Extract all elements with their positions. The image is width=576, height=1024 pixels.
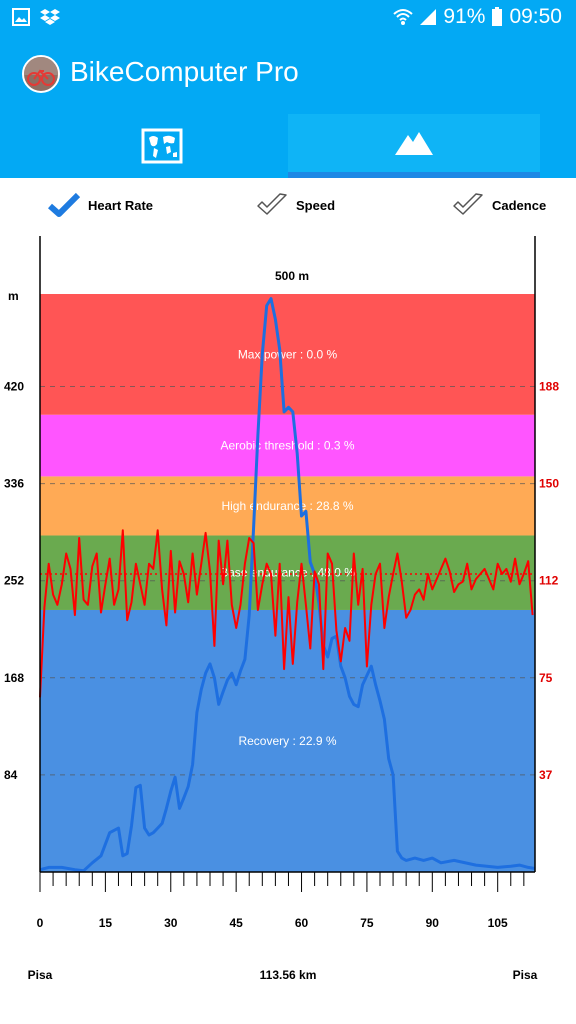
image-icon [12,8,30,26]
battery-percent: 91% [443,5,486,28]
toggle-cadence-label: Cadence [492,197,547,213]
dropbox-icon [40,9,60,25]
right-tick-label: 37 [539,768,553,782]
elevation-heart-rate-chart[interactable]: 420 188 336 150 252 112 168 75 84 37 Recovery : 22… [0,236,576,1024]
mountain-icon [395,132,433,155]
left-tick-label: 420 [4,379,24,393]
right-tick-label: 188 [539,379,559,393]
x-tick-label: 45 [229,916,243,930]
series-toggles: Heart Rate Speed Cadence [0,178,576,236]
x-tick-label: 105 [488,916,508,930]
x-tick-label: 15 [99,916,113,930]
map-icon [141,128,183,164]
zone-label: Max power : 0.0 % [238,347,338,361]
tab-bar [0,114,576,178]
zone-label: Base endurance : 48.0 % [220,566,355,580]
checkmark-unchecked-icon [453,193,483,215]
checkmark-checked-icon [48,192,80,217]
x-tick-label: 90 [426,916,440,930]
x-tick-label: 30 [164,916,178,930]
toggle-speed[interactable]: Speed [256,192,335,218]
status-bar: 91% 09:50 [0,0,576,34]
app-logo-icon [22,55,60,93]
zone-label: Recovery : 22.9 % [238,734,336,748]
footer-distance: 113.56 km [260,968,317,982]
app-bar: BikeComputer Pro [0,34,576,114]
left-tick-label: 168 [4,671,24,685]
heart-rate-line [39,529,534,698]
tab-elevation[interactable] [288,114,540,178]
left-axis-unit: m [8,289,19,303]
left-tick-label: 84 [4,768,18,782]
footer-start: Pisa [28,968,53,982]
right-tick-label: 75 [539,671,553,685]
toggle-heart-rate[interactable]: Heart Rate [48,192,153,218]
zone-band [40,294,535,415]
toggle-heart-rate-label: Heart Rate [88,197,154,213]
x-tick-label: 60 [295,916,309,930]
footer-end: Pisa [513,968,538,982]
toggle-cadence[interactable]: Cadence [452,192,546,218]
tab-map[interactable] [36,114,288,178]
zone-band [40,609,535,872]
zone-band [40,414,535,477]
right-tick-label: 112 [539,574,559,588]
checkmark-unchecked-icon [257,193,287,215]
left-tick-label: 336 [4,477,24,491]
left-tick-label: 252 [4,574,24,588]
right-tick-label: 150 [539,477,559,491]
chart-top-label: 500 m [275,269,309,283]
zone-label: Aerobic threshold : 0.3 % [220,439,354,453]
x-tick-label: 75 [360,916,374,930]
battery-icon [492,7,503,26]
app-title: BikeComputer Pro [70,56,299,87]
x-tick-label: 0 [37,916,44,930]
clock: 09:50 [509,5,562,28]
zone-band [40,476,535,536]
signal-icon [420,9,437,25]
elevation-line [39,297,536,873]
zone-label: High endurance : 28.8 % [221,499,353,513]
wifi-icon [393,9,414,25]
toggle-speed-label: Speed [296,197,336,213]
